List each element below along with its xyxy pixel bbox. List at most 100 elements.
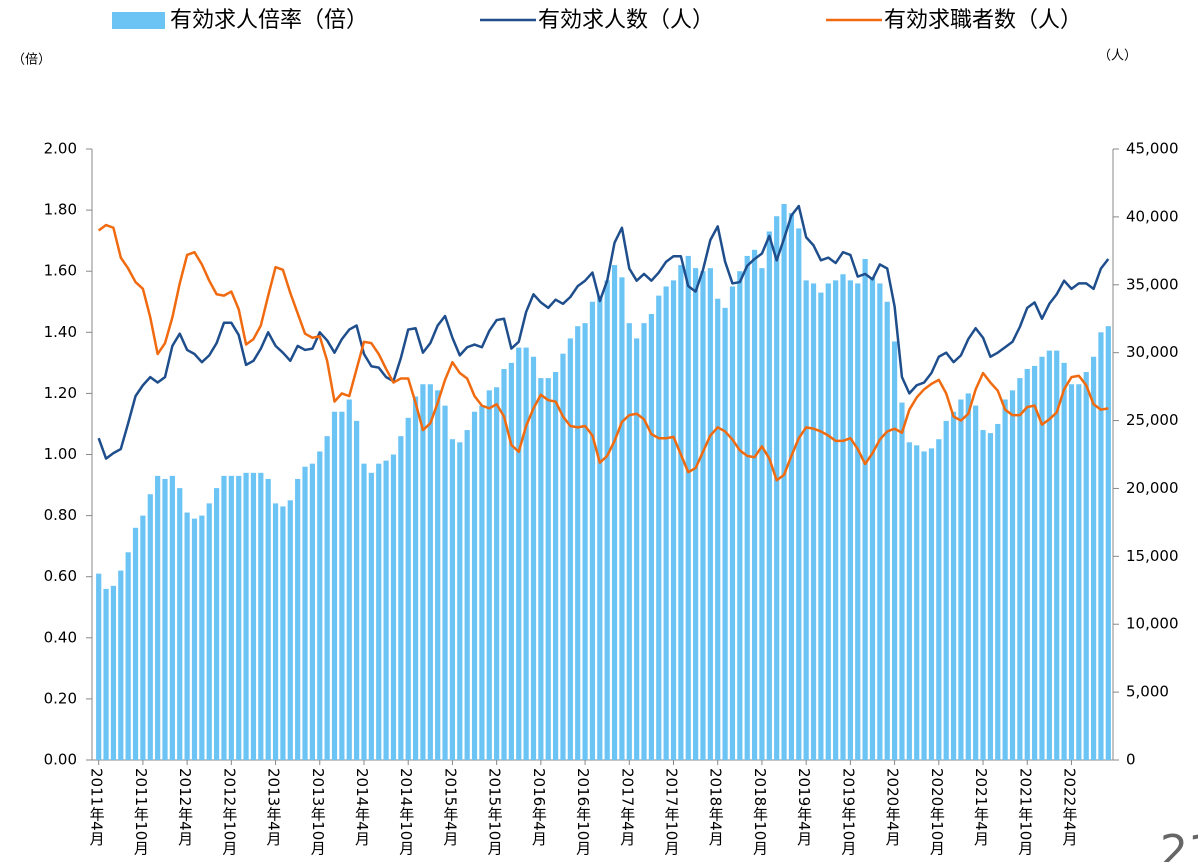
- bar: [744, 255, 750, 761]
- bar: [405, 417, 411, 760]
- y2-tick-label: 15,000: [1126, 547, 1179, 565]
- bar: [435, 390, 441, 760]
- bar: [302, 466, 308, 760]
- bar: [891, 341, 898, 760]
- bar: [634, 338, 640, 760]
- bar: [685, 255, 691, 761]
- bar: [921, 451, 927, 760]
- y-tick-label: 1.20: [44, 384, 77, 402]
- y2-tick-label: 35,000: [1126, 275, 1179, 293]
- x-tick-label: 2020年4月: [884, 768, 902, 847]
- bar: [774, 216, 780, 760]
- bar: [1090, 356, 1097, 760]
- bar: [877, 283, 883, 760]
- bar: [1039, 356, 1045, 760]
- x-tick-label: 2013年10月: [309, 768, 327, 856]
- bar: [803, 280, 809, 760]
- y-tick-label: 0.40: [44, 628, 77, 646]
- x-tick-label: 2016年4月: [530, 768, 548, 847]
- page-number: 21: [1160, 826, 1198, 862]
- bar: [471, 411, 478, 760]
- bar: [1054, 350, 1060, 760]
- bar: [442, 405, 448, 760]
- bar: [243, 472, 249, 760]
- bar: [508, 362, 514, 760]
- bar: [810, 283, 817, 760]
- y2-unit-label: （人）: [1098, 49, 1137, 64]
- y-tick-label: 1.00: [44, 445, 77, 463]
- bar: [110, 585, 117, 760]
- bar: [980, 430, 986, 760]
- bar: [258, 472, 264, 760]
- bar: [656, 295, 662, 760]
- legend-label: 有効求人数（人）: [538, 8, 714, 33]
- bar: [250, 472, 257, 760]
- bar: [995, 423, 1001, 760]
- bar: [641, 323, 647, 760]
- bar: [346, 399, 352, 760]
- x-tick-label: 2013年4月: [265, 768, 283, 847]
- bar: [206, 503, 212, 760]
- bar: [884, 301, 890, 760]
- bar: [648, 313, 655, 760]
- bar: [339, 411, 345, 760]
- bar: [906, 442, 912, 760]
- y2-tick-label: 25,000: [1126, 411, 1179, 429]
- bar: [199, 515, 205, 760]
- bar: [729, 286, 736, 760]
- bar: [1032, 365, 1038, 760]
- x-tick-label: 2017年10月: [663, 768, 681, 856]
- bar: [162, 478, 168, 760]
- y-tick-label: 1.60: [44, 262, 77, 280]
- bar: [589, 301, 596, 760]
- bar: [1046, 350, 1052, 760]
- bar: [1009, 390, 1016, 760]
- bar: [965, 393, 971, 760]
- bar: [191, 518, 198, 760]
- bar: [973, 405, 979, 760]
- bar: [309, 463, 316, 760]
- y-tick-label: 0.60: [44, 567, 77, 585]
- bar: [427, 384, 433, 760]
- bar: [361, 463, 367, 760]
- bar: [398, 436, 404, 760]
- bar: [943, 420, 949, 760]
- bar: [147, 494, 153, 760]
- bar: [494, 387, 500, 760]
- bar: [751, 249, 758, 760]
- bar: [96, 573, 102, 760]
- bar: [1061, 362, 1067, 760]
- bar: [169, 475, 175, 760]
- x-tick-label: 2019年4月: [795, 768, 813, 847]
- bar: [1002, 399, 1008, 760]
- bar: [545, 378, 551, 760]
- bar: [833, 280, 839, 760]
- bar: [781, 203, 787, 761]
- x-tick-label: 2011年4月: [88, 768, 106, 847]
- bar: [1098, 332, 1104, 760]
- bar: [449, 439, 456, 760]
- bar: [722, 307, 728, 760]
- bar: [1083, 372, 1089, 760]
- bar: [707, 268, 713, 760]
- x-tick-label: 2021年4月: [972, 768, 990, 847]
- y-tick-label: 1.80: [44, 201, 77, 219]
- x-tick-label: 2012年4月: [176, 768, 194, 847]
- bar: [869, 277, 876, 760]
- bar: [265, 478, 271, 760]
- y-tick-label: 2.00: [44, 140, 77, 158]
- x-tick-label: 2017年4月: [618, 768, 636, 847]
- x-tick-label: 2019年10月: [839, 768, 857, 856]
- bar: [796, 228, 802, 760]
- bar: [184, 512, 190, 760]
- bar: [331, 411, 338, 760]
- bar: [788, 213, 795, 760]
- x-tick-label: 2011年10月: [132, 768, 150, 856]
- line: [97, 204, 1110, 460]
- y2-tick-label: 40,000: [1126, 207, 1179, 225]
- y-unit-label: （倍）: [12, 53, 51, 68]
- bar: [914, 445, 920, 760]
- bar: [715, 298, 721, 760]
- bar: [464, 430, 470, 760]
- y2-tick-label: 10,000: [1126, 615, 1179, 633]
